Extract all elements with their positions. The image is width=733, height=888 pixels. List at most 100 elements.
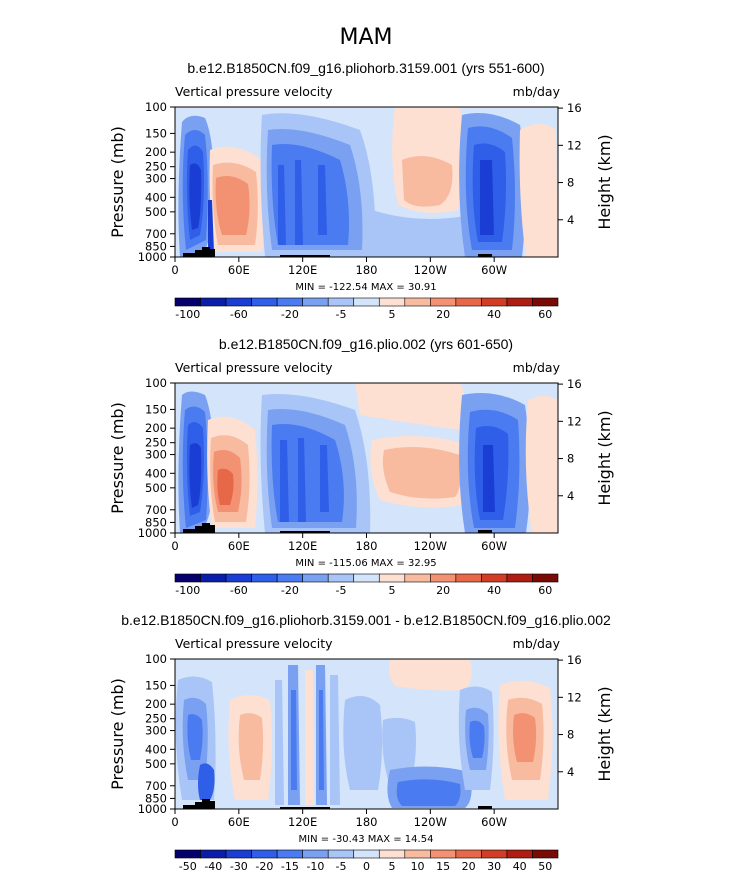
panel-1-colorbar-label: 60 [538,308,552,321]
panel-3-lon-tick-label: 120W [414,815,447,829]
panel-1-colorbar-box [404,297,431,307]
panel-2-topography [478,530,492,533]
panel-3-contour [396,779,461,806]
panel-3-height-tick-label: 8 [567,728,574,742]
panel-1-colorbar-box [430,297,457,307]
panel-2-height-tick-label: 8 [567,452,574,466]
panel-3-colorbar-box [378,849,406,859]
panel-3-ylabel: Pressure (mb) [108,678,127,790]
panel-1-min-max: MIN = -122.54 MAX = 30.91 [295,282,436,293]
panel-1-colorbar-label: -5 [335,308,346,321]
panel-3-colorbar-box [302,849,329,859]
panel-2-colorbar-label: -100 [175,584,200,597]
panel-1-lon-tick-label: 120E [288,263,317,277]
panel-2-contour [382,446,462,499]
panel-1-colorbar-box [174,297,201,307]
panel-2-colorbar-box [506,573,533,583]
panel-3-pressure-tick-label: 500 [145,757,167,771]
panel-2-contour [525,396,558,533]
panel-2-colorbar-box [327,573,355,583]
panel-3-contour [291,690,297,790]
panel-1-lon-tick-label: 60W [481,263,507,277]
panel-1-lon-tick-label: 0 [171,263,178,277]
panel-2-pressure-tick-label: 700 [145,503,167,517]
panel-3-contour [319,690,324,790]
panel-3-colorbar-label: -50 [179,860,197,873]
panel-1-ylabel-right: Height (km) [595,134,614,229]
panel-2-pressure-tick-label: 1000 [138,526,167,540]
panel-2: b.e12.B1850CN.f09_g16.plio.002 (yrs 601-… [108,336,614,597]
panel-3-colorbar-box [404,849,431,859]
panel-1-colorbar-label: 5 [389,308,396,321]
panel-3-pressure-tick-label: 150 [145,678,167,692]
panel-3-ylabel-right: Height (km) [595,686,614,781]
panel-1-colorbar-label: -20 [281,308,299,321]
panel-3-colorbar-box [327,849,355,859]
panel-1-height-tick-label: 8 [567,176,574,190]
panel-2-colorbar-box [378,573,406,583]
panel-1-colorbar-box [353,297,380,307]
panel-3-colorbar-box [430,849,457,859]
panel-3-contour [238,713,264,780]
panel-3-right-string: mb/day [513,636,561,651]
panel-3-colorbar-box [353,849,380,859]
panel-3-run-title: b.e12.B1850CN.f09_g16.pliohorb.3159.001 … [121,612,611,628]
panel-1-pressure-tick-label: 200 [145,145,167,159]
panel-3-colorbar-box [276,849,303,859]
panel-1-contour [480,160,494,235]
panel-3-lon-tick-label: 0 [171,815,178,829]
panel-2-contour [217,468,234,505]
panel-3-lon-tick-label: 180 [356,815,378,829]
panel-3-colorbar-box [506,849,533,859]
panel-3-topography [183,799,215,809]
panel-2-colorbar-label: 40 [487,584,501,597]
panel-2-colorbar-label: 60 [538,584,552,597]
panel-1-contour [208,200,214,252]
panel-2-pressure-tick-label: 250 [145,436,167,450]
panel-3-contour [382,717,416,780]
panel-1-ylabel: Pressure (mb) [108,126,127,238]
panel-2-colorbar-box [225,573,252,583]
panel-1-contour [402,156,453,207]
panel-1-colorbar-box [532,297,559,307]
panel-3-height-tick-label: 16 [567,653,582,667]
panel-1-contour [215,176,250,235]
panel-3-colorbar-label: -10 [306,860,324,873]
panel-2-run-title: b.e12.B1850CN.f09_g16.plio.002 (yrs 601-… [219,336,513,352]
panel-1: b.e12.B1850CN.f09_g16.pliohorb.3159.001 … [108,60,614,321]
panel-1-pressure-tick-label: 250 [145,160,167,174]
panel-3-contour [388,660,472,691]
panel-3-min-max: MIN = -30.43 MAX = 14.54 [299,834,434,845]
panel-2-colorbar-box [200,573,227,583]
figure-title: MAM [339,25,392,50]
panel-3-contour [330,675,340,805]
panel-3: b.e12.B1850CN.f09_g16.pliohorb.3159.001 … [108,612,614,873]
panel-1-contour [271,144,349,245]
panel-2-contour [280,440,289,522]
panel-1-colorbar-box [225,297,252,307]
panel-3-contour [275,680,284,805]
panel-2-colorbar-box [174,573,201,583]
panel-2-colorbar-box [481,573,508,583]
panel-1-colorbar-label: 20 [436,308,450,321]
panel-3-colorbar-box [200,849,227,859]
panel-3-colorbar-label: -40 [204,860,222,873]
panel-1-colorbar-label: -60 [230,308,248,321]
panel-2-colorbar-box [276,573,303,583]
panel-2-height-tick-label: 12 [567,414,582,428]
panel-1-colorbar-label: -100 [175,308,200,321]
panel-1-contour [318,165,327,235]
panel-2-contour [355,383,466,430]
panel-3-pressure-tick-label: 1000 [138,802,167,816]
panel-2-colorbar-label: -5 [335,584,346,597]
panel-1-lon-tick-label: 120W [414,263,447,277]
panel-1-contour [295,160,303,245]
panel-3-field [175,659,558,809]
panel-3-lon-tick-label: 60E [228,815,250,829]
panel-3-pressure-tick-label: 850 [145,791,167,805]
panel-2-colorbar-box [532,573,559,583]
panel-2-field [175,383,558,533]
panel-2-pressure-tick-label: 200 [145,421,167,435]
panel-1-height-tick-label: 12 [567,138,582,152]
panel-1-lon-tick-label: 60E [228,263,250,277]
